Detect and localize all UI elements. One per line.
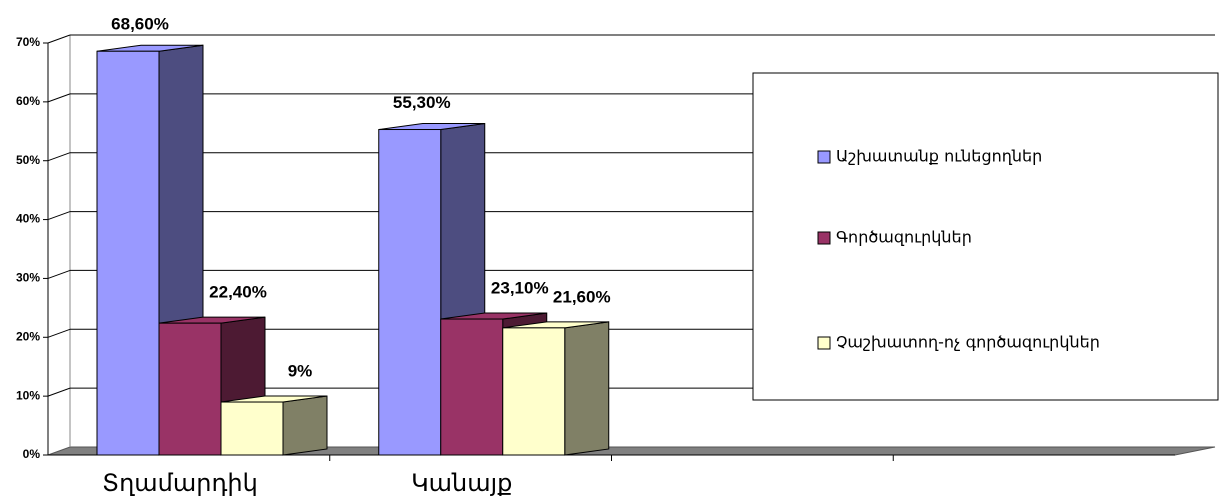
grid-line [47,152,71,162]
data-label: 21,60% [553,287,611,306]
legend-swatch [817,231,831,245]
y-tick-label: 40% [16,212,40,226]
grid-line [47,93,71,103]
bar-front [378,129,442,456]
y-tick-label: 50% [16,153,40,167]
bar-front [96,50,160,456]
y-tick-label: 60% [16,94,40,108]
data-label: 9% [288,362,313,381]
bar-side [564,321,610,456]
grid-line [47,328,71,338]
data-label: 68,60% [111,15,169,34]
legend-swatch [817,336,831,350]
bar [158,316,266,456]
bar-front [220,401,284,456]
legend-swatch [817,150,831,164]
y-tick-label: 70% [16,35,40,49]
y-tick-label: 30% [16,271,40,285]
y-tick-label: 0% [23,447,41,461]
grid-line [47,269,71,279]
data-label: 23,10% [491,279,549,298]
bar [502,321,610,456]
grid-line [47,211,71,221]
grid-line [47,387,71,397]
x-tick-label: Կանայք [411,469,512,497]
x-tick-label: Տղամարդիկ [102,469,258,497]
data-label: 55,30% [393,93,451,112]
bar-front [502,327,566,456]
grid-line [47,34,71,44]
bar-front [158,322,222,456]
y-tick-label: 20% [16,329,40,343]
bar-side [282,395,328,456]
legend-label: Աշխատանք ունեցողներ [836,147,1042,166]
legend-label: Չաշխատող-ոչ գործազուրկներ [836,333,1100,352]
data-label: 22,40% [209,283,267,302]
legend-label: Գործազուրկներ [836,228,972,247]
bar [220,395,328,456]
y-tick-label: 10% [16,388,40,402]
bar-front [440,318,504,456]
